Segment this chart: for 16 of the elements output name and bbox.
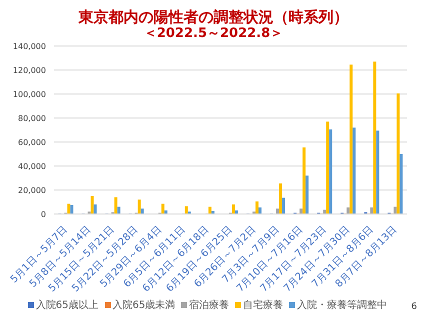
y-tick-label: 120,000	[12, 66, 46, 75]
legend-label: 自宅療養	[242, 298, 284, 312]
text: 6	[411, 302, 417, 312]
y-tick-label: 40,000	[18, 162, 46, 171]
y-tick-label: 100,000	[12, 90, 46, 99]
legend-label: 宿泊療養	[188, 298, 230, 312]
y-tick-label: 60,000	[18, 138, 46, 147]
y-tick-label: 140,000	[12, 42, 46, 51]
y-tick-label: 20,000	[18, 186, 46, 195]
legend-label: 入院65歳未満	[112, 298, 176, 312]
legend-label: 入院・療養等調整中	[296, 298, 388, 312]
y-tick-label: 80,000	[18, 114, 46, 123]
y-tick-label: 0	[40, 210, 46, 219]
legend-label: 入院65歳以上	[34, 298, 98, 312]
chart-subtitle: ＜2022.5～2022.8＞	[142, 26, 284, 42]
chart-title: 東京都内の陽性者の調整状況（時系列）	[77, 8, 350, 26]
